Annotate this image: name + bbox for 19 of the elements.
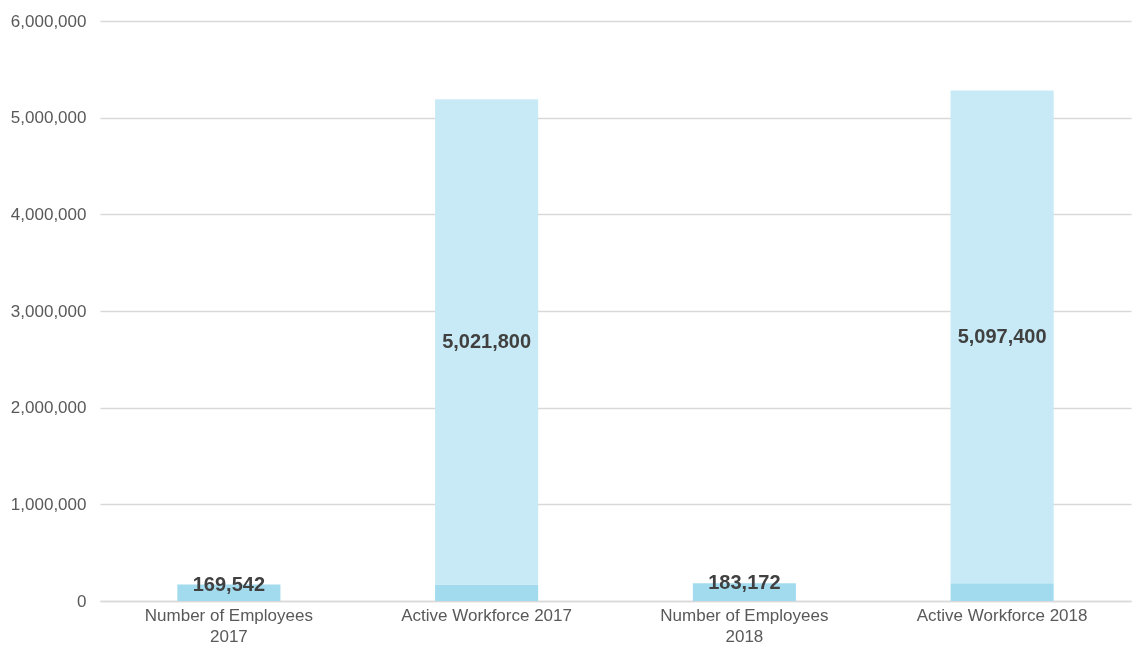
x-tick-label: Active Workforce 2017 bbox=[401, 605, 572, 625]
bar bbox=[435, 99, 539, 585]
bar bbox=[950, 90, 1054, 584]
y-tick-label: 1,000,000 bbox=[10, 494, 87, 514]
y-tick-label: 6,000,000 bbox=[10, 11, 87, 31]
y-tick-label: 3,000,000 bbox=[10, 301, 87, 321]
data-label: 169,542 bbox=[192, 572, 266, 595]
data-label: 5,021,800 bbox=[442, 329, 532, 352]
y-tick-label: 0 bbox=[77, 591, 87, 611]
data-label: 5,097,400 bbox=[957, 324, 1047, 347]
x-tick-label: Active Workforce 2018 bbox=[916, 605, 1088, 625]
y-tick-label: 5,000,000 bbox=[10, 108, 87, 128]
y-tick-label: 2,000,000 bbox=[10, 398, 87, 418]
data-label: 183,172 bbox=[708, 571, 781, 594]
x-tick-label: Number of Employees 2018 bbox=[660, 605, 829, 646]
bar bbox=[950, 583, 1054, 601]
bar bbox=[435, 584, 539, 601]
y-tick-label: 4,000,000 bbox=[10, 204, 87, 224]
x-tick-label: Number of Employees 2017 bbox=[144, 605, 313, 646]
